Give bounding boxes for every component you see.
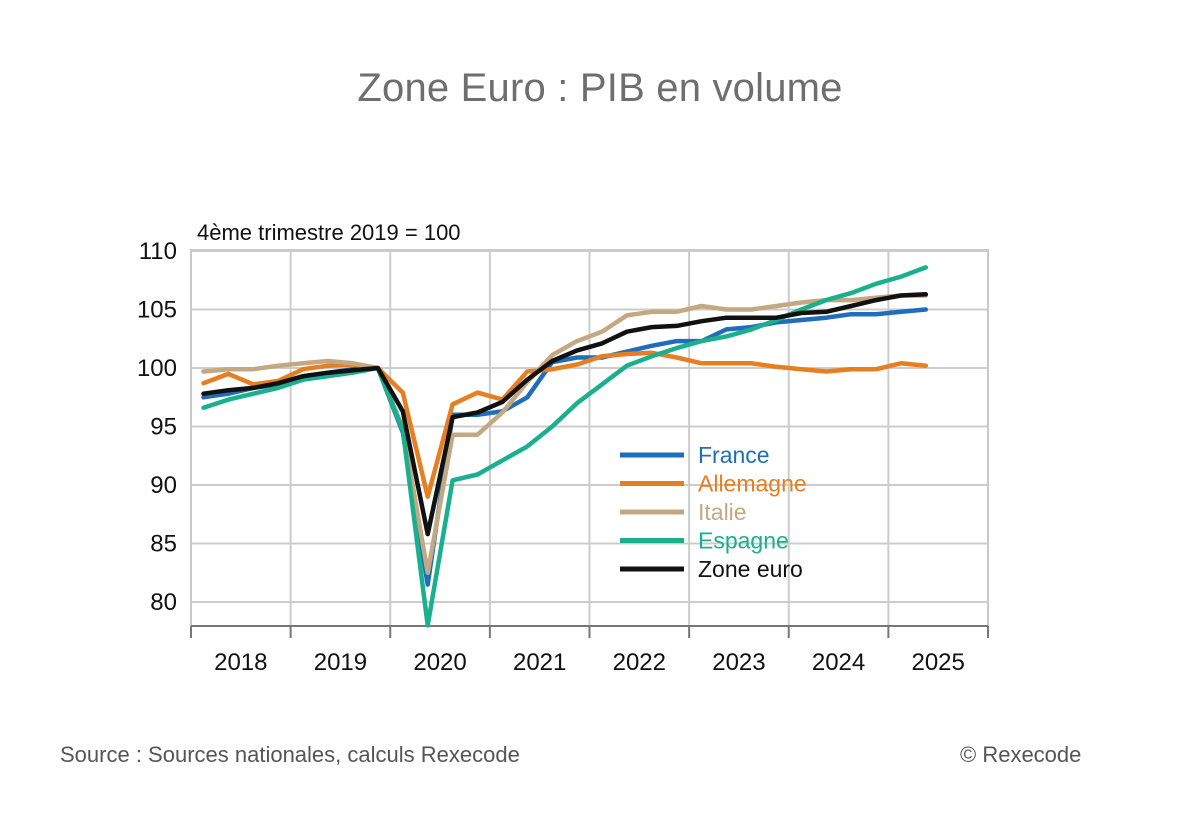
x-tick-label: 2021 <box>513 649 566 676</box>
series-line-espagne <box>201 265 929 628</box>
x-tick-label: 2024 <box>812 649 865 676</box>
source-note: Source : Sources nationales, calculs Rex… <box>60 742 520 767</box>
x-tick-label: 2019 <box>314 649 367 676</box>
y-tick-label: 105 <box>137 297 177 324</box>
legend-label-italie: Italie <box>698 499 747 525</box>
y-tick-label: 110 <box>139 238 177 265</box>
y-tick-label: 80 <box>150 589 177 616</box>
x-tick-label: 2020 <box>413 649 466 676</box>
legend-label-zone-euro: Zone euro <box>698 556 803 582</box>
chart-title: Zone Euro : PIB en volume <box>357 66 843 110</box>
legend-label-espagne: Espagne <box>698 528 789 554</box>
y-tick-label: 95 <box>150 414 177 441</box>
y-tick-label: 100 <box>137 355 177 382</box>
y-tick-label: 90 <box>150 472 177 499</box>
y-axis-label: 4ème trimestre 2019 = 100 <box>197 220 461 245</box>
series-line-allemagne <box>201 350 929 499</box>
axes: 80 85 90 95 100 105 110 2018 2019 2020 2021 2022 202… <box>137 238 989 676</box>
legend-label-allemagne: Allemagne <box>698 471 807 497</box>
x-tick-label: 2025 <box>911 649 964 676</box>
x-tick-label: 2023 <box>712 649 765 676</box>
series-lines <box>201 265 929 628</box>
y-tick-label: 85 <box>150 531 177 558</box>
x-tick-label: 2018 <box>214 649 267 676</box>
grid <box>190 249 989 627</box>
copyright: © Rexecode <box>960 742 1082 767</box>
legend-label-france: France <box>698 442 770 468</box>
series-line-italie <box>201 293 929 576</box>
series-line-zone-euro <box>201 292 929 537</box>
x-tick-label: 2022 <box>613 649 666 676</box>
